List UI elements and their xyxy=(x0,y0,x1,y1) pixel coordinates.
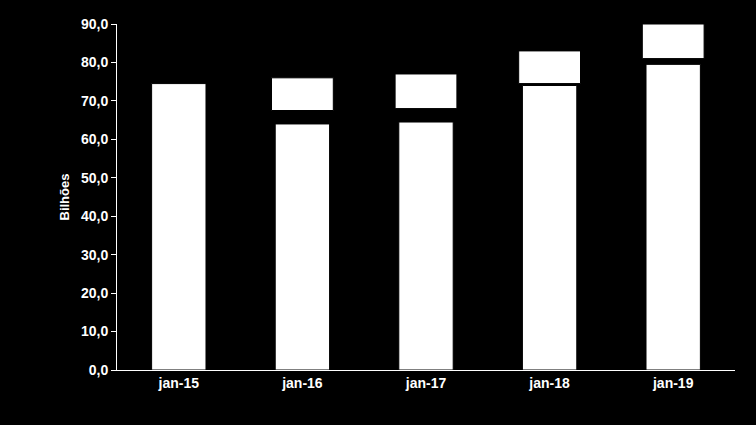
svg-text:70,0: 70,0 xyxy=(81,93,108,109)
svg-text:20,0: 20,0 xyxy=(81,285,108,301)
svg-text:Bilhões: Bilhões xyxy=(57,174,72,221)
svg-text:30,0: 30,0 xyxy=(81,247,108,263)
svg-text:80,0: 80,0 xyxy=(81,54,108,70)
svg-text:10,0: 10,0 xyxy=(81,323,108,339)
svg-text:jan-16: jan-16 xyxy=(281,375,323,391)
svg-text:90,0: 90,0 xyxy=(81,16,108,32)
svg-text:jan-17: jan-17 xyxy=(405,375,447,391)
svg-text:jan-15: jan-15 xyxy=(158,375,200,391)
svg-text:50,0: 50,0 xyxy=(81,170,108,186)
svg-text:jan-19: jan-19 xyxy=(652,375,694,391)
svg-text:0,0: 0,0 xyxy=(89,362,109,378)
svg-text:jan-18: jan-18 xyxy=(528,375,570,391)
svg-text:40,0: 40,0 xyxy=(81,208,108,224)
svg-text:60,0: 60,0 xyxy=(81,131,108,147)
